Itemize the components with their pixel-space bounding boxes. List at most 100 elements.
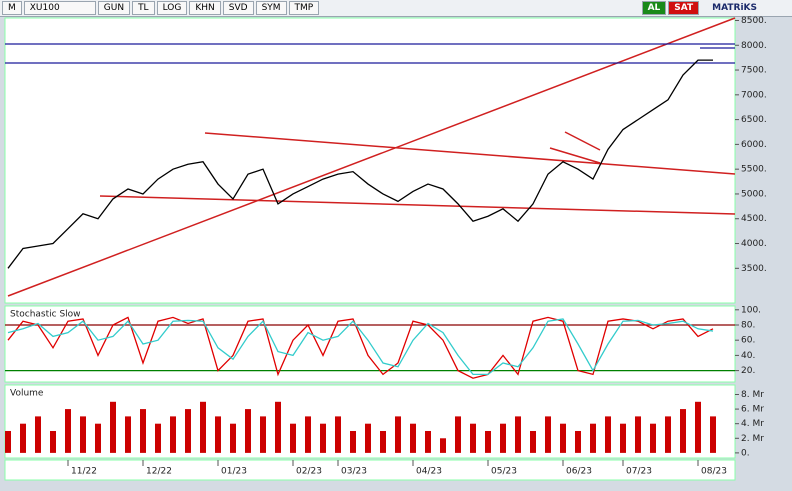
y-tick-label: 100. [741,305,761,315]
price-panel [4,17,736,304]
bar [95,423,101,453]
y-tick-label: 4000. [741,239,767,249]
tmp-button[interactable]: TMP [288,1,320,15]
currency-button[interactable]: TL [132,1,155,15]
bar [500,423,506,453]
bar [650,423,656,453]
symbol-menu[interactable]: M [2,1,22,15]
toolbar: M XU100 GUN TL LOG KHN SVD SYM TMP AL SA… [0,0,792,17]
bar [380,430,386,453]
log-button[interactable]: LOG [156,1,188,15]
bar [350,430,356,453]
bar [695,401,701,453]
bar [80,416,86,453]
bar [185,409,191,453]
line [7,318,714,376]
bar [590,423,596,453]
khn-button[interactable]: KHN [189,1,221,15]
bar [515,416,521,453]
bar [155,423,161,453]
bar [530,430,536,453]
symbol[interactable]: XU100 [23,1,96,15]
sym-button[interactable]: SYM [255,1,287,15]
bar [605,416,611,453]
bar [440,438,446,453]
bar [140,409,146,453]
y-tick-label: 0. [741,448,750,458]
y-tick-label: 20. [741,366,755,376]
x-tick-label: 06/23 [566,467,592,477]
bar [635,416,641,453]
brand: MATRiKS [712,3,757,13]
bar [485,430,491,453]
x-tick-label: 08/23 [701,467,727,477]
bar [215,416,221,453]
x-tick-label: 12/22 [146,467,172,477]
y-tick-label: 60. [741,336,755,346]
line [7,59,713,269]
bar [560,423,566,453]
bar [455,416,461,453]
bar [680,409,686,453]
y-tick-label: 4. Mr [741,419,764,429]
buy-button[interactable]: AL [641,1,667,15]
bar [290,423,296,453]
y-tick-label: 7000. [741,90,767,100]
y-tick-label: 7500. [741,66,767,76]
x-tick-label: 04/23 [416,467,442,477]
x-tick-label: 01/23 [221,467,247,477]
x-tick-label: 03/23 [341,467,367,477]
bar [335,416,341,453]
bar [320,423,326,453]
bar [20,423,26,453]
bar [305,416,311,453]
y-tick-label: 6. Mr [741,405,764,415]
bar [545,416,551,453]
bar [5,430,11,453]
bar [410,423,416,453]
y-tick-label: 4500. [741,214,767,224]
bar [200,401,206,453]
bar [125,416,131,453]
bar [110,401,116,453]
bar [620,423,626,453]
y-tick-label: 40. [741,351,755,361]
y-tick-label: 8. Mr [741,390,764,400]
y-tick-label: 5000. [741,189,767,199]
bar [395,416,401,453]
x-tick-label: 02/23 [296,467,322,477]
bar [50,430,56,453]
trend-lines [7,17,736,297]
bar [470,423,476,453]
volume-title: Volume [10,389,44,399]
stochastic-title: Stochastic Slow [10,310,81,320]
y-tick-label: 8000. [741,41,767,51]
y-tick-label: 5500. [741,165,767,175]
bar [425,430,431,453]
x-tick-label: 11/22 [71,467,97,477]
x-tick-label: 05/23 [491,467,517,477]
bar [230,423,236,453]
bar [35,416,41,453]
sell-button[interactable]: SAT [668,1,700,15]
bar [275,401,281,453]
y-tick-label: 2. Mr [741,434,764,444]
svd-button[interactable]: SVD [222,1,254,15]
bar [260,416,266,453]
y-tick-label: 6000. [741,140,767,150]
bar [710,416,716,453]
bar [665,416,671,453]
y-tick-label: 80. [741,321,755,331]
horizontal-lines [5,43,735,64]
y-tick-label: 6500. [741,115,767,125]
y-tick-label: 8500. [741,16,767,26]
time-axis [4,459,736,481]
bar [170,416,176,453]
period-button[interactable]: GUN [97,1,131,15]
bar [365,423,371,453]
x-tick-label: 07/23 [626,467,652,477]
bar [245,409,251,453]
bar [575,430,581,453]
